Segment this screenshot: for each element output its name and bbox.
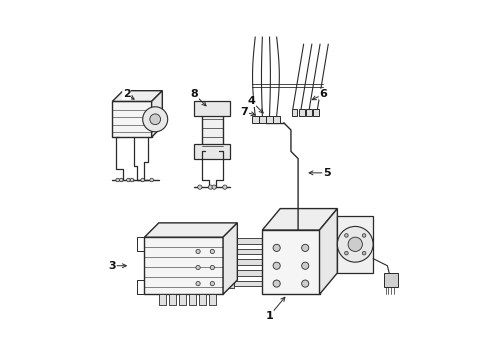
Circle shape <box>196 282 200 286</box>
Circle shape <box>116 178 119 182</box>
Circle shape <box>119 178 123 182</box>
Polygon shape <box>201 109 223 152</box>
Polygon shape <box>319 208 337 294</box>
Polygon shape <box>223 279 233 288</box>
Circle shape <box>210 282 214 286</box>
Polygon shape <box>272 116 280 123</box>
Polygon shape <box>337 216 372 273</box>
Polygon shape <box>188 294 196 305</box>
Polygon shape <box>144 223 237 237</box>
Circle shape <box>344 234 347 237</box>
Circle shape <box>196 249 200 253</box>
Polygon shape <box>265 116 272 123</box>
Circle shape <box>347 237 362 251</box>
Polygon shape <box>223 223 237 294</box>
Circle shape <box>149 178 153 182</box>
Polygon shape <box>168 294 176 305</box>
Circle shape <box>197 185 202 189</box>
Circle shape <box>344 251 347 255</box>
Polygon shape <box>233 259 262 265</box>
Circle shape <box>301 262 308 269</box>
Polygon shape <box>233 270 262 276</box>
Circle shape <box>196 265 200 270</box>
Circle shape <box>142 107 167 132</box>
Polygon shape <box>298 109 304 116</box>
Polygon shape <box>198 294 205 305</box>
Circle shape <box>210 249 214 253</box>
Polygon shape <box>151 91 162 137</box>
Text: 8: 8 <box>190 89 198 99</box>
Polygon shape <box>251 116 258 123</box>
Polygon shape <box>233 281 262 287</box>
Circle shape <box>212 185 216 189</box>
Polygon shape <box>179 294 185 305</box>
Polygon shape <box>159 294 165 305</box>
Circle shape <box>126 178 130 182</box>
Circle shape <box>208 185 212 189</box>
Circle shape <box>301 280 308 287</box>
Polygon shape <box>223 237 233 245</box>
Circle shape <box>362 251 365 255</box>
Circle shape <box>210 265 214 270</box>
Circle shape <box>130 178 134 182</box>
Polygon shape <box>223 258 233 266</box>
Polygon shape <box>223 247 233 256</box>
Circle shape <box>149 114 160 125</box>
Circle shape <box>362 234 365 237</box>
Text: 1: 1 <box>265 311 273 321</box>
Circle shape <box>272 262 280 269</box>
Polygon shape <box>223 269 233 277</box>
Polygon shape <box>312 109 318 116</box>
Polygon shape <box>233 238 262 244</box>
Circle shape <box>222 185 226 189</box>
Text: 6: 6 <box>319 89 326 99</box>
Polygon shape <box>233 249 262 254</box>
Text: 4: 4 <box>247 96 255 107</box>
Polygon shape <box>305 109 311 116</box>
Circle shape <box>301 244 308 251</box>
Polygon shape <box>194 102 230 116</box>
Text: 2: 2 <box>122 89 130 99</box>
Polygon shape <box>144 237 223 294</box>
Polygon shape <box>208 294 216 305</box>
Polygon shape <box>112 102 151 137</box>
Polygon shape <box>291 109 297 116</box>
Text: 7: 7 <box>240 107 248 117</box>
Circle shape <box>272 244 280 251</box>
Circle shape <box>337 226 372 262</box>
Polygon shape <box>262 230 319 294</box>
Circle shape <box>272 280 280 287</box>
Polygon shape <box>383 273 397 287</box>
Polygon shape <box>258 116 265 123</box>
Polygon shape <box>262 208 337 230</box>
Text: 3: 3 <box>108 261 116 271</box>
Circle shape <box>141 178 144 182</box>
Text: 5: 5 <box>322 168 330 178</box>
Polygon shape <box>194 144 230 158</box>
Polygon shape <box>112 91 162 102</box>
